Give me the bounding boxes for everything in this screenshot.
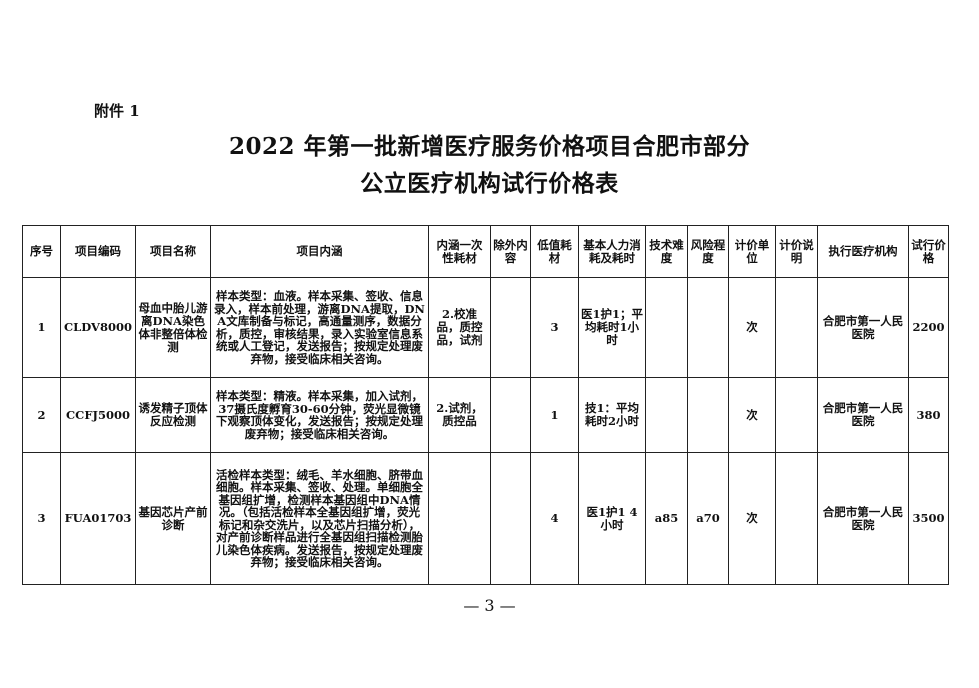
table-cell: 3 bbox=[22, 452, 61, 585]
column-header: 风险程度 bbox=[687, 225, 729, 278]
column-header: 项目内涵 bbox=[210, 225, 429, 278]
table-cell: CLDV8000 bbox=[60, 277, 136, 378]
table-cell: CCFJ5000 bbox=[60, 377, 136, 453]
table-cell: 3 bbox=[530, 277, 579, 378]
table-cell: a85 bbox=[645, 452, 688, 585]
column-header: 内涵一次性耗材 bbox=[428, 225, 491, 278]
table-cell bbox=[775, 377, 818, 453]
table-row: 1 CLDV8000 母血中胎儿游离DNA染色体非整倍体检测 样本类型：血液。样本采集… bbox=[22, 277, 949, 378]
column-header: 除外内容 bbox=[490, 225, 531, 278]
page-number: — 3 — bbox=[463, 596, 516, 615]
table-cell: 次 bbox=[728, 277, 776, 378]
table-row: 2 CCFJ5000 诱发精子顶体反应检测 样本类型：精液。样本采集，加入试剂， 37… bbox=[22, 377, 949, 453]
table-cell: FUA01703 bbox=[60, 452, 136, 585]
table-cell: 2 bbox=[22, 377, 61, 453]
column-header: 试行价格 bbox=[908, 225, 949, 278]
column-header: 技术难度 bbox=[645, 225, 688, 278]
table-cell: 医1护1 4小时 bbox=[578, 452, 646, 585]
price-table: 序号 项目编码 项目名称 项目内涵 内涵一次性耗材 除外内容 低值耗材 基本人力消耗及耗时 技术… bbox=[22, 225, 949, 585]
column-header: 执行医疗机构 bbox=[817, 225, 909, 278]
attachment-label: 附件 1 bbox=[94, 102, 140, 120]
table-cell bbox=[490, 377, 531, 453]
table-cell: 活检样本类型：绒毛、羊水细胞、脐带血细胞。样本采集、签收、处理。单细胞全基因组扩… bbox=[210, 452, 429, 585]
table-cell bbox=[775, 452, 818, 585]
table-cell: 合肥市第一人民医院 bbox=[817, 377, 909, 453]
table-cell: 2.校准品，质控品，试剂 bbox=[428, 277, 491, 378]
table-cell bbox=[687, 277, 729, 378]
column-header: 计价单位 bbox=[728, 225, 776, 278]
table-cell: 2200 bbox=[908, 277, 949, 378]
table-row: 3 FUA01703 基因芯片产前诊断 活检样本类型：绒毛、羊水细胞、脐带血细胞。样本… bbox=[22, 452, 949, 585]
table-cell bbox=[645, 377, 688, 453]
table-cell bbox=[687, 377, 729, 453]
table-cell: 1 bbox=[22, 277, 61, 378]
table-cell: 基因芯片产前诊断 bbox=[135, 452, 211, 585]
column-header: 项目编码 bbox=[60, 225, 136, 278]
table-cell: 母血中胎儿游离DNA染色体非整倍体检测 bbox=[135, 277, 211, 378]
table-cell: 样本类型：精液。样本采集，加入试剂， 37摄氏度孵育30-60分钟，荧光显微镜下… bbox=[210, 377, 429, 453]
column-header: 计价说明 bbox=[775, 225, 818, 278]
table-cell: 1 bbox=[530, 377, 579, 453]
table-cell: 合肥市第一人民医院 bbox=[817, 452, 909, 585]
column-header: 基本人力消耗及耗时 bbox=[578, 225, 646, 278]
table-cell: 3500 bbox=[908, 452, 949, 585]
document-title-line2: 公立医疗机构试行价格表 bbox=[360, 170, 619, 197]
table-cell bbox=[490, 452, 531, 585]
table-cell: a70 bbox=[687, 452, 729, 585]
column-header: 低值耗材 bbox=[530, 225, 579, 278]
column-header: 序号 bbox=[22, 225, 61, 278]
table-cell: 样本类型：血液。样本采集、签收、信息录入，样本前处理，游离DNA提取，DNA文库… bbox=[210, 277, 429, 378]
table-cell: 诱发精子顶体反应检测 bbox=[135, 377, 211, 453]
table-cell bbox=[645, 277, 688, 378]
table-cell: 2.试剂，质控品 bbox=[428, 377, 491, 453]
table-cell bbox=[775, 277, 818, 378]
table-header-row: 序号 项目编码 项目名称 项目内涵 内涵一次性耗材 除外内容 低值耗材 基本人力消耗及耗时 技术… bbox=[22, 225, 949, 278]
table-cell: 次 bbox=[728, 452, 776, 585]
column-header: 项目名称 bbox=[135, 225, 211, 278]
table-cell: 次 bbox=[728, 377, 776, 453]
table-cell: 合肥市第一人民医院 bbox=[817, 277, 909, 378]
table-cell: 医1护1；平均耗时1小时 bbox=[578, 277, 646, 378]
table-cell bbox=[490, 277, 531, 378]
table-cell: 4 bbox=[530, 452, 579, 585]
table-cell: 技1：平均耗时2小时 bbox=[578, 377, 646, 453]
table-cell bbox=[428, 452, 491, 585]
table-cell: 380 bbox=[908, 377, 949, 453]
document-title-line1: 2022 年第一批新增医疗服务价格项目合肥市部分 bbox=[228, 133, 751, 160]
